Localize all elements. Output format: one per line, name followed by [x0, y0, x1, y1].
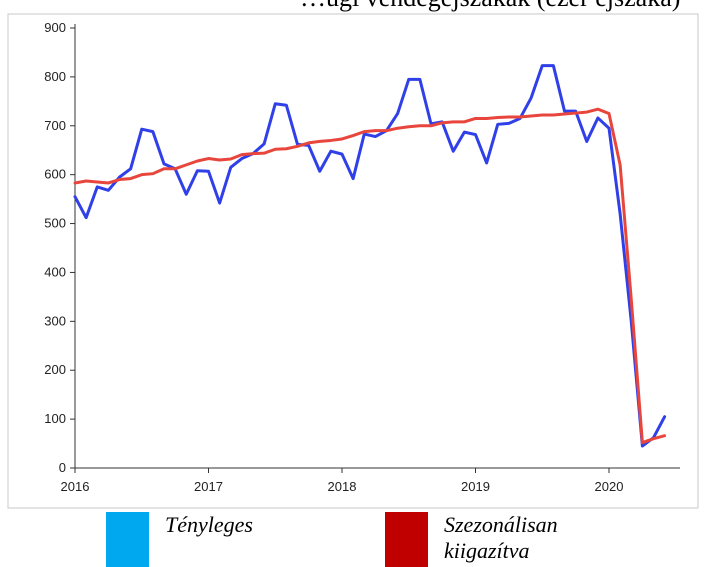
series-line-actual — [73, 64, 667, 448]
legend-swatch-actual — [106, 512, 149, 567]
legend: Tényleges Szezonálisan kiigazítva — [0, 512, 706, 567]
x-tick-label: 2016 — [61, 479, 90, 494]
y-tick-label: 0 — [59, 460, 66, 475]
y-tick-label: 100 — [44, 411, 66, 426]
chart-title: …ügi vendégéjszakák (ezer éjszaka) — [300, 0, 680, 12]
legend-label-actual: Tényleges — [165, 512, 253, 537]
series-line-seasonal — [73, 107, 667, 445]
x-tick-label: 2020 — [595, 479, 624, 494]
y-tick-label: 900 — [44, 20, 66, 35]
y-tick-label: 300 — [44, 313, 66, 328]
line-chart: …ügi vendégéjszakák (ezer éjszaka) 0 100 2… — [7, 0, 699, 509]
legend-item-actual: Tényleges — [106, 512, 253, 567]
y-tick-label: 400 — [44, 264, 66, 279]
y-tick-label: 600 — [44, 167, 66, 182]
y-tick-label: 800 — [44, 69, 66, 84]
x-tick-label: 2018 — [328, 479, 357, 494]
legend-label-seasonal: Szezonálisan kiigazítva — [444, 512, 558, 563]
x-tick-label: 2017 — [194, 479, 223, 494]
x-tick-label: 2019 — [461, 479, 490, 494]
y-tick-label: 500 — [44, 216, 66, 231]
plot-frame — [7, 13, 699, 509]
y-tick-label: 200 — [44, 362, 66, 377]
legend-item-seasonal: Szezonálisan kiigazítva — [385, 512, 558, 567]
legend-swatch-seasonal — [385, 512, 428, 567]
y-tick-label: 700 — [44, 118, 66, 133]
